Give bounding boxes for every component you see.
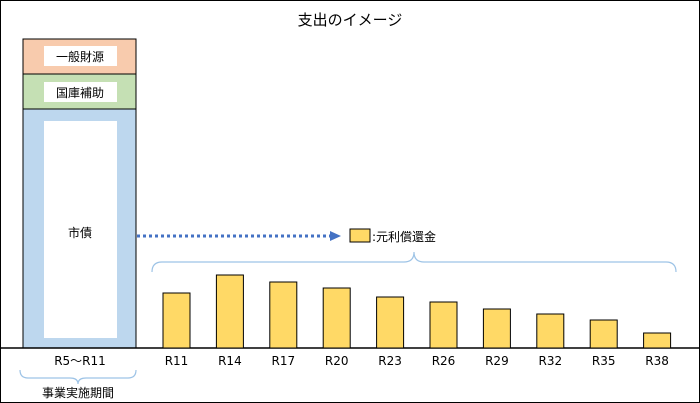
x-axis-labels: R11 R14 R17 R20 R23 R26 R29 R32 R35 R38 <box>165 354 669 368</box>
period-brace <box>19 369 137 385</box>
x-tick-label-r17: R17 <box>271 354 295 368</box>
bar-r26 <box>429 301 458 349</box>
general-fund-label-box <box>44 46 117 66</box>
x-tick-label-r11: R11 <box>165 354 189 368</box>
general-fund-label: 一般財源 <box>56 49 104 64</box>
x-tick-label-r26: R26 <box>432 354 456 368</box>
x-tick-label-r35: R35 <box>592 354 616 368</box>
bar-r23 <box>376 296 405 349</box>
bar-r20 <box>322 287 351 349</box>
x-tick-label-r20: R20 <box>325 354 349 368</box>
legend-label: :元利償還金 <box>372 229 436 244</box>
bar-r14 <box>215 274 244 349</box>
bar-r38 <box>643 332 672 349</box>
bar-r17 <box>269 281 298 349</box>
municipal-bond-inner-box <box>44 121 117 338</box>
national-subsidy-label-box <box>44 82 117 102</box>
x-tick-label-r14: R14 <box>218 354 242 368</box>
repayment-bars <box>162 274 672 349</box>
repayment-brace <box>151 251 677 273</box>
bar-r32 <box>536 313 565 349</box>
x-tick-label-r32: R32 <box>538 354 562 368</box>
bar-r29 <box>482 308 511 349</box>
page-title: 支出のイメージ <box>298 11 403 29</box>
period-caption: 事業実施期間 <box>42 385 114 400</box>
bar-r35 <box>589 319 618 349</box>
x-tick-label-r23: R23 <box>378 354 402 368</box>
municipal-bond-label: 市債 <box>68 225 92 240</box>
bar-r11 <box>162 292 191 349</box>
x-tick-label-r38: R38 <box>645 354 669 368</box>
legend-swatch <box>349 228 371 243</box>
period-label: R5～R11 <box>54 354 106 368</box>
flow-arrow-head <box>330 231 341 241</box>
national-subsidy-label: 国庫補助 <box>56 86 104 100</box>
x-tick-label-r29: R29 <box>485 354 509 368</box>
